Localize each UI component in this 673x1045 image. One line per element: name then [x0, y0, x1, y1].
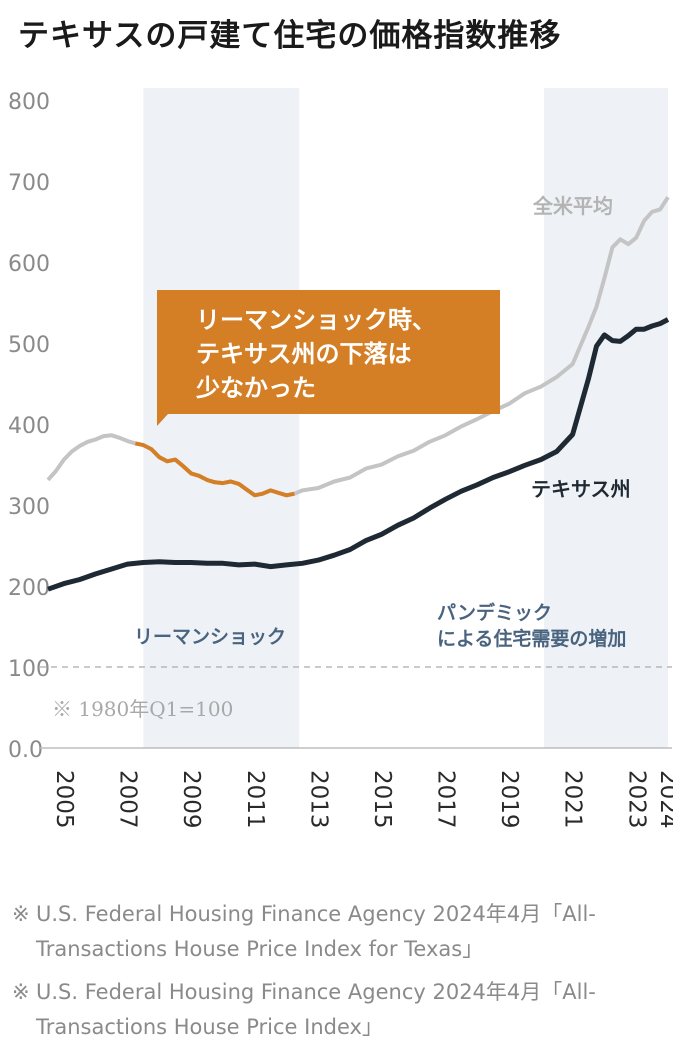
y-tick-label: 800 — [8, 90, 50, 115]
x-tick-label: 2015 — [369, 770, 395, 829]
index-base-note: ※ 1980年Q1=100 — [52, 697, 233, 721]
y-tick-label: 200 — [8, 576, 50, 601]
source-mark: ※ — [12, 902, 30, 926]
y-tick-label: 100 — [8, 657, 50, 682]
shaded-period-label-lehman: リーマンショック — [134, 626, 286, 648]
series-label-texas: テキサス州 — [531, 477, 631, 501]
y-tick-label: 300 — [8, 495, 50, 520]
shaded-period-2 — [544, 88, 668, 748]
callout-text-line: リーマンショック時、 — [196, 306, 436, 334]
x-tick-label: 2009 — [178, 770, 204, 829]
x-tick-label: 2005 — [51, 770, 77, 829]
x-tick-label: 2024 — [655, 770, 673, 829]
y-tick-label: 700 — [8, 171, 50, 196]
callout-text-line: テキサス州の下落は — [196, 340, 412, 368]
series-label-us-average: 全米平均 — [532, 194, 613, 218]
callout-text-line: 少なかった — [195, 374, 316, 402]
y-tick-label: 600 — [8, 252, 50, 277]
x-tick-label: 2011 — [242, 770, 268, 829]
series-line-us-crisis-highlight — [134, 441, 295, 498]
x-tick-label: 2017 — [433, 770, 459, 829]
callout-box — [157, 290, 500, 426]
y-tick-label: 0.0 — [8, 738, 43, 763]
source-text: U.S. Federal Housing Finance Agency 2024… — [36, 980, 596, 1039]
x-tick-label: 2007 — [115, 770, 141, 829]
page-title: テキサスの戸建て住宅の価格指数推移 — [18, 18, 562, 54]
x-tick-label: 2013 — [305, 770, 331, 829]
source-mark: ※ — [12, 980, 30, 1004]
x-tick-label: 2021 — [560, 770, 586, 829]
x-tick-label: 2023 — [623, 770, 649, 829]
source-note-2: ※ U.S. Federal Housing Finance Agency 202… — [12, 975, 652, 1045]
shaded-period-label-pandemic: パンデミック — [437, 601, 552, 624]
source-note-1: ※ U.S. Federal Housing Finance Agency 202… — [12, 897, 652, 967]
line-chart: 0.0 100 200 300 400 500 600 700 800 2005 2007 2009 2… — [8, 88, 673, 829]
y-tick-label: 400 — [8, 414, 50, 439]
series-line-texas — [47, 317, 670, 592]
source-text: U.S. Federal Housing Finance Agency 2024… — [36, 902, 596, 961]
shaded-period-label-pandemic: による住宅需要の増加 — [437, 627, 626, 650]
y-tick-label: 500 — [8, 333, 50, 358]
shaded-period-1 — [143, 88, 300, 748]
x-tick-label: 2019 — [496, 770, 522, 829]
